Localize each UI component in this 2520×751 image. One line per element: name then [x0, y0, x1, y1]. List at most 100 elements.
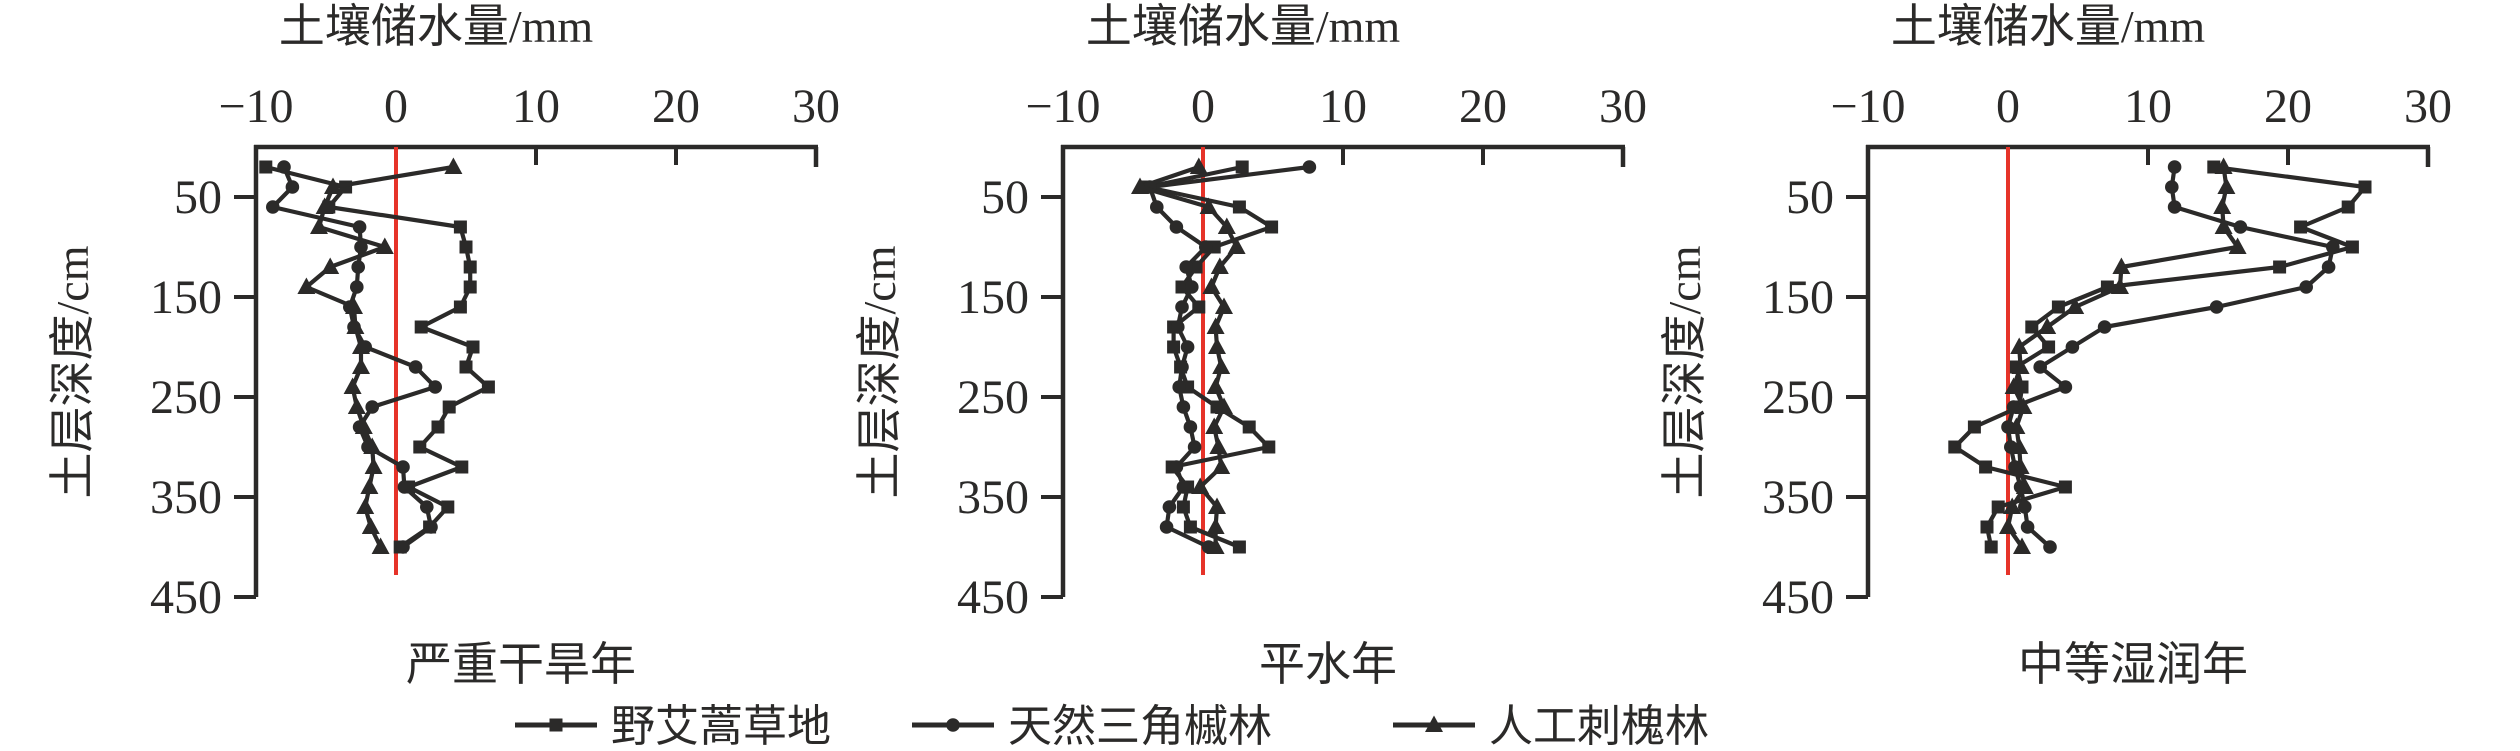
legend-label: 野艾蒿草地	[611, 702, 831, 751]
x-tick-label: 10	[1319, 80, 1367, 133]
square-marker	[413, 440, 427, 454]
circle-marker	[2065, 340, 2080, 354]
circle-marker	[285, 180, 300, 194]
triangle-marker	[1212, 457, 1231, 474]
triangle-marker	[346, 317, 365, 334]
circle-marker	[1169, 220, 1184, 234]
circle-marker	[277, 160, 291, 174]
triangle-marker	[2015, 477, 2034, 494]
square-marker	[1235, 160, 1249, 174]
circle-marker	[2167, 200, 2182, 214]
circle-marker	[354, 240, 368, 254]
circle-marker	[2326, 240, 2340, 254]
y-tick-label: 450	[1762, 571, 1834, 624]
triangle-marker	[444, 157, 463, 174]
circle-marker	[1172, 380, 1186, 394]
circle-marker	[1162, 500, 1177, 514]
circle-marker	[1176, 400, 1191, 414]
square-marker	[1242, 420, 1256, 434]
square-marker	[1192, 300, 1206, 314]
square-marker	[463, 260, 477, 274]
triangle-marker	[361, 517, 380, 534]
square-marker	[549, 718, 563, 732]
y-tick-label: 50	[1786, 171, 1834, 224]
x-tick-label: −10	[218, 80, 293, 133]
square-marker	[1176, 500, 1190, 514]
x-axis-title: 土壤储水量/mm	[1086, 1, 1401, 52]
circle-marker	[420, 500, 434, 514]
circle-marker	[1302, 160, 1317, 174]
circle-marker	[1199, 240, 1213, 254]
legend-item-circle: 天然三角槭林	[912, 702, 1272, 751]
triangle-marker	[1199, 197, 1218, 214]
triangle-marker	[2213, 197, 2232, 214]
x-axis-title: 土壤储水量/mm	[1891, 1, 2206, 52]
circle-marker	[1183, 420, 1198, 434]
triangle-marker	[1206, 537, 1225, 554]
square-marker	[2051, 300, 2065, 314]
circle-marker	[1179, 260, 1193, 274]
circle-marker	[1180, 340, 1195, 354]
triangle-marker	[1215, 297, 1233, 314]
square-marker	[2273, 260, 2287, 274]
y-tick-label: 250	[957, 371, 1029, 424]
series-line	[1952, 164, 2368, 550]
panel-caption: 平水年	[1259, 639, 1397, 690]
triangle-marker	[1999, 517, 2017, 534]
square-marker	[2025, 320, 2039, 334]
triangle-marker	[2214, 217, 2233, 234]
square-marker	[1232, 200, 1246, 214]
triangle-marker	[363, 437, 382, 454]
x-tick-label: 20	[2264, 80, 2312, 133]
legend-item-square: 野艾蒿草地	[515, 702, 831, 751]
x-tick-label: 30	[792, 80, 840, 133]
square-marker	[1183, 520, 1197, 534]
triangle-marker	[2003, 497, 2022, 514]
circle-marker	[408, 360, 423, 374]
triangle-marker	[354, 417, 373, 434]
square-marker	[466, 340, 480, 354]
x-tick-label: 0	[384, 80, 408, 133]
y-tick-label: 50	[174, 171, 222, 224]
circle-marker	[1175, 360, 1189, 374]
square-marker	[455, 460, 469, 474]
series-line	[1144, 164, 1274, 550]
triangle-marker	[1205, 417, 1224, 434]
square-marker	[1189, 260, 1203, 274]
square-marker	[2345, 240, 2359, 254]
triangle-marker	[2112, 257, 2131, 274]
square-marker	[1980, 520, 1994, 534]
triangle-marker	[310, 217, 328, 234]
square-marker	[442, 400, 456, 414]
x-tick-label: 10	[2124, 80, 2172, 133]
triangle-marker	[356, 497, 375, 514]
circle-marker	[2233, 220, 2248, 234]
circle-marker	[2043, 540, 2057, 554]
square-marker	[1967, 420, 1981, 434]
triangle-marker	[1212, 357, 1231, 374]
panel-caption: 严重干旱年	[406, 639, 636, 690]
circle-marker	[397, 480, 412, 494]
triangle-marker	[2011, 357, 2030, 374]
triangle-marker	[2038, 317, 2057, 334]
triangle-marker	[324, 177, 342, 194]
series-triangle	[1999, 157, 2247, 554]
circle-marker	[1176, 480, 1191, 494]
circle-marker	[2165, 180, 2179, 194]
triangle-marker	[2004, 377, 2023, 394]
y-axis-title: 土层深度/cm	[1659, 245, 1710, 498]
square-marker	[1262, 440, 1276, 454]
square-marker	[414, 320, 428, 334]
triangle-marker	[375, 237, 394, 254]
x-tick-label: 20	[1459, 80, 1507, 133]
y-tick-label: 250	[1762, 371, 1834, 424]
triangle-marker	[1208, 337, 1226, 354]
x-tick-label: −10	[1025, 80, 1100, 133]
circle-marker	[1175, 300, 1189, 314]
x-tick-label: 20	[652, 80, 700, 133]
triangle-marker	[315, 197, 334, 214]
x-tick-label: −10	[1830, 80, 1905, 133]
triangle-marker	[1227, 237, 1246, 254]
panel-2: −10 0 10 20 30 50 150 250 350 450 土壤储水量/mm 土层深度/cm 平…	[854, 1, 1647, 690]
circle-marker	[352, 220, 367, 234]
